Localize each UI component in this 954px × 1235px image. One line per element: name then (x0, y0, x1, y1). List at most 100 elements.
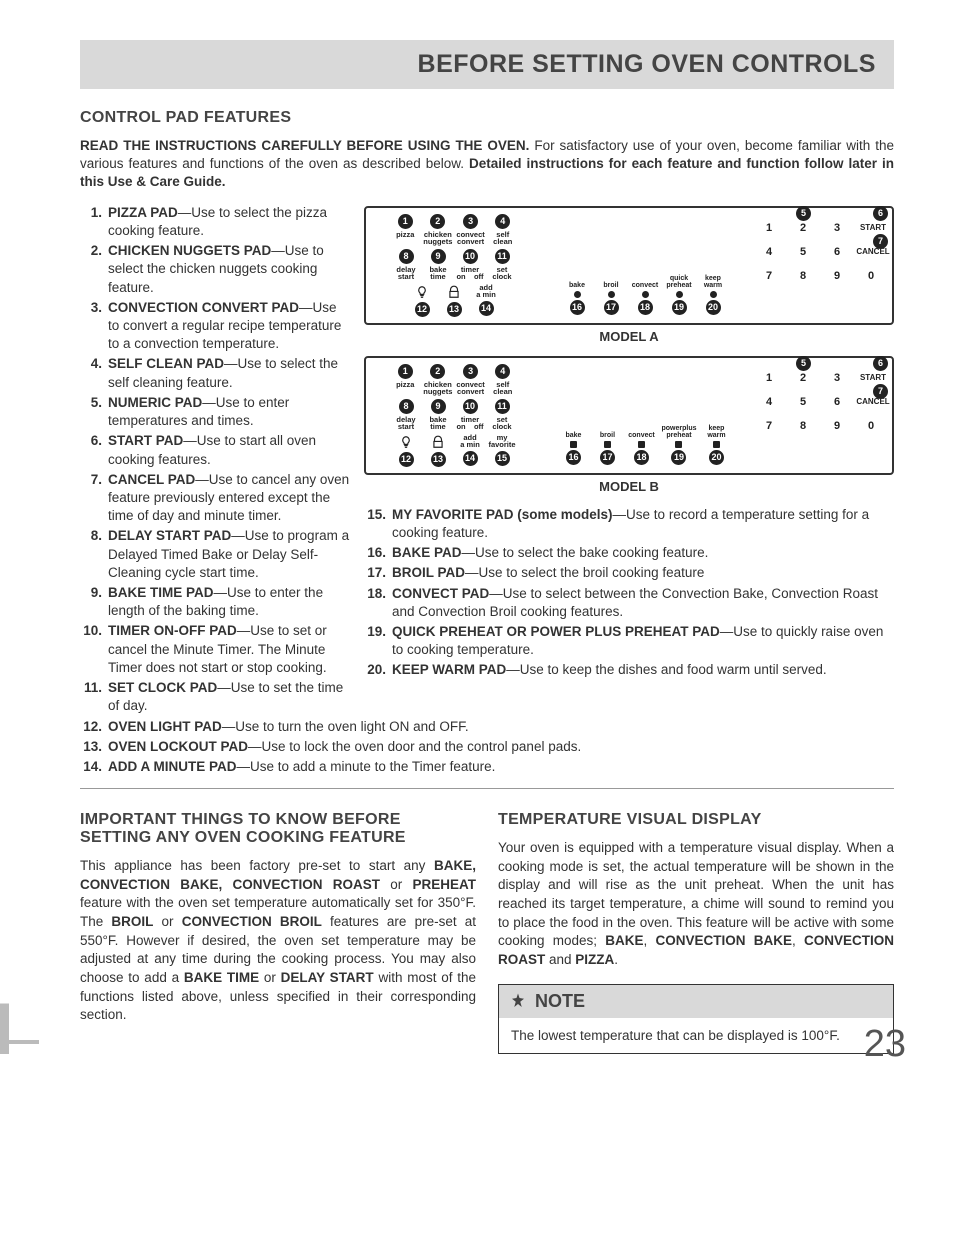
feature-item: 11.SET CLOCK PAD—Use to set the time of … (80, 679, 350, 715)
feature-item: 17.BROIL PAD—Use to select the broil coo… (364, 564, 894, 582)
callout-9: 9 (431, 249, 446, 264)
feature-item: 2.CHICKEN NUGGETS PAD—Use to select the … (80, 242, 350, 297)
control-pad: 11set clock (488, 249, 516, 281)
feature-item: 5.NUMERIC PAD—Use to enter temperatures … (80, 394, 350, 430)
feature-item: 15.MY FAVORITE PAD (some models)—Use to … (364, 506, 894, 542)
num-key: 1 (756, 368, 782, 388)
control-pad: add a min14 (456, 434, 484, 466)
feature-item: 3.CONVECTION CONVERT PAD—Use to convert … (80, 299, 350, 354)
num-key: 6 (824, 392, 850, 412)
control-pad: 3convect convert (456, 364, 484, 396)
separator (80, 788, 894, 789)
callout-11: 11 (495, 249, 510, 264)
page-number: 23 (864, 1023, 906, 1066)
mode-pad: quick preheat19 (665, 275, 693, 315)
feature-item: 6.START PAD—Use to start all oven cookin… (80, 432, 350, 468)
callout-8: 8 (399, 249, 414, 264)
numeric-keypad-b: 123START456CANCEL7890 (756, 368, 884, 436)
feature-item: 19.QUICK PREHEAT OR POWER PLUS PREHEAT P… (364, 623, 894, 659)
mode-pad: convect18 (631, 282, 659, 315)
num-key: 6 (824, 242, 850, 262)
callout-8: 8 (399, 399, 414, 414)
note-box: NOTE The lowest temperature that can be … (498, 984, 894, 1054)
feature-item: 12.OVEN LIGHT PAD—Use to turn the oven l… (80, 718, 894, 736)
callout-17: 17 (600, 450, 615, 465)
callout-13: 13 (447, 302, 462, 317)
mode-pad: convect18 (627, 432, 655, 465)
important-things-body: This appliance has been factory pre-set … (80, 857, 476, 1025)
section-important-things: IMPORTANT THINGS TO KNOW BEFORE SETTING … (80, 811, 476, 847)
control-pad: 1pizza (391, 214, 419, 239)
callout-16: 16 (570, 300, 585, 315)
feature-item: 13.OVEN LOCKOUT PAD—Use to lock the oven… (80, 738, 894, 756)
num-key: 7 (756, 416, 782, 436)
mode-pad: bake16 (559, 432, 587, 465)
num-key: 9 (824, 416, 850, 436)
control-panel-diagrams: 1pizza2chicken nuggets3convect convert4s… (364, 206, 894, 682)
feature-item: 14.ADD A MINUTE PAD—Use to add a minute … (80, 758, 894, 776)
temperature-display-body: Your oven is equipped with a temperature… (498, 839, 894, 969)
num-key: 7 (756, 266, 782, 286)
num-key: 8 (790, 416, 816, 436)
control-pad: 10timer on off (456, 399, 484, 431)
callout-19: 19 (672, 300, 687, 315)
callout-11: 11 (495, 399, 510, 414)
panel-b-caption: MODEL B (364, 479, 894, 494)
control-pad: 13 (440, 284, 468, 317)
callout-1: 1 (398, 364, 413, 379)
control-pad: 10timer on off (456, 249, 484, 281)
callout-18: 18 (634, 450, 649, 465)
feature-item: 8.DELAY START PAD—Use to program a Delay… (80, 527, 350, 582)
num-key: 5 (790, 392, 816, 412)
feature-item: 7.CANCEL PAD—Use to cancel any oven feat… (80, 471, 350, 526)
num-key: 4 (756, 392, 782, 412)
mode-pad: broil17 (593, 432, 621, 465)
control-pad: 9bake time (424, 249, 452, 281)
callout-7: 7 (873, 234, 888, 249)
mode-pad: keep warm20 (703, 425, 731, 465)
title-band: BEFORE SETTING OVEN CONTROLS (80, 40, 894, 89)
num-key: 0 (858, 416, 884, 436)
callout-3: 3 (463, 364, 478, 379)
control-pad: 1pizza (391, 364, 419, 389)
callout-5: 5 (796, 206, 811, 221)
num-key: 8 (790, 266, 816, 286)
note-label: NOTE (535, 991, 585, 1012)
feature-item: 9.BAKE TIME PAD—Use to enter the length … (80, 584, 350, 620)
control-pad: add a min14 (472, 284, 500, 316)
mode-pad: bake16 (563, 282, 591, 315)
section-temperature-display: TEMPERATURE VISUAL DISPLAY (498, 811, 894, 829)
callout-6: 6 (873, 206, 888, 221)
feature-item: 10.TIMER ON-OFF PAD—Use to set or cancel… (80, 622, 350, 677)
control-pad: 3convect convert (456, 214, 484, 246)
feature-item: 16.BAKE PAD—Use to select the bake cooki… (364, 544, 894, 562)
num-key: 9 (824, 266, 850, 286)
num-key: 0 (858, 266, 884, 286)
numeric-keypad-a: 123START456CANCEL7890 (756, 218, 884, 286)
panel-a-caption: MODEL A (364, 329, 894, 344)
control-pad: my favorite15 (488, 434, 516, 466)
control-pad: 4self clean (489, 364, 517, 396)
callout-12: 12 (415, 302, 430, 317)
callout-9: 9 (431, 399, 446, 414)
intro-lead: READ THE INSTRUCTIONS CAREFULLY BEFORE U… (80, 138, 529, 153)
control-pad: 4self clean (489, 214, 517, 246)
callout-18: 18 (638, 300, 653, 315)
control-pad: 8delay start (392, 399, 420, 431)
intro-paragraph: READ THE INSTRUCTIONS CAREFULLY BEFORE U… (80, 137, 894, 192)
callout-1: 1 (398, 214, 413, 229)
control-pad: 11set clock (488, 399, 516, 431)
num-key: 3 (824, 368, 850, 388)
control-pad: 9bake time (424, 399, 452, 431)
mode-pad: keep warm20 (699, 275, 727, 315)
note-body: The lowest temperature that can be displ… (499, 1018, 893, 1053)
callout-2: 2 (430, 214, 445, 229)
callout-4: 4 (495, 214, 510, 229)
callout-16: 16 (566, 450, 581, 465)
page-title: BEFORE SETTING OVEN CONTROLS (98, 50, 876, 79)
num-key: 4 (756, 242, 782, 262)
num-key: 3 (824, 218, 850, 238)
callout-13: 13 (431, 452, 446, 467)
callout-17: 17 (604, 300, 619, 315)
panel-model-b: 1pizza2chicken nuggets3convect convert4s… (364, 356, 894, 475)
